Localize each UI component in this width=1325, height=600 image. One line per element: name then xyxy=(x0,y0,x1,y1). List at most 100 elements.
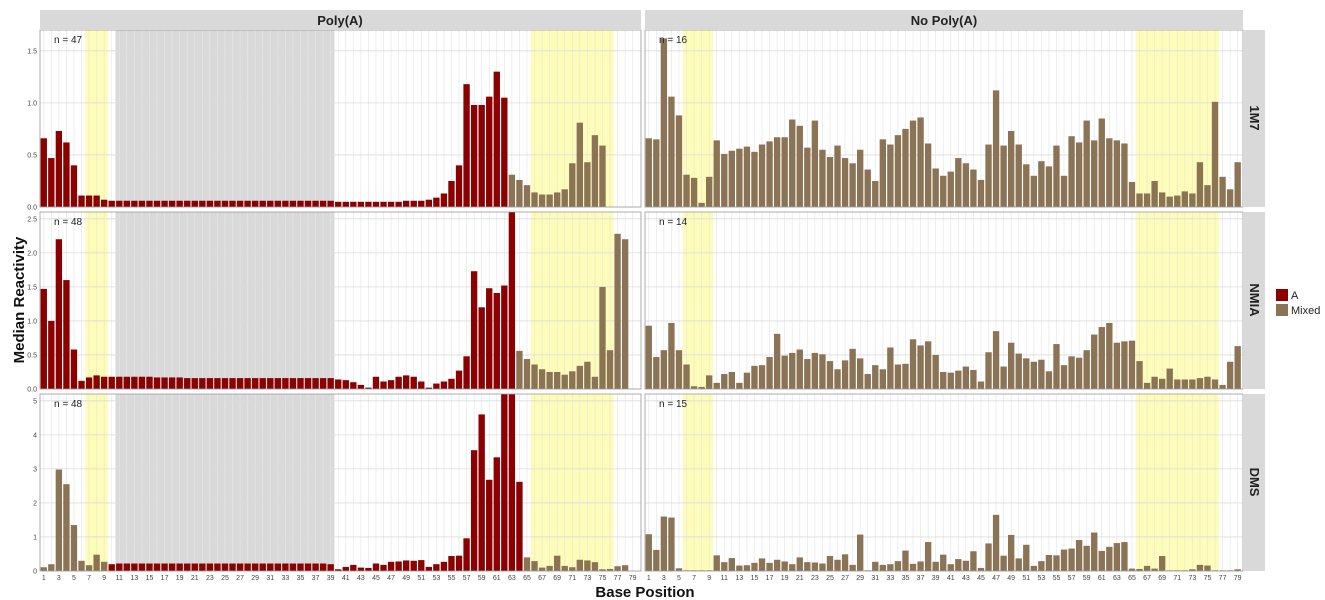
bar-pos-53 xyxy=(433,197,440,207)
bar-pos-71 xyxy=(569,163,576,207)
y-tick-label: 1.0 xyxy=(27,100,37,107)
bar-pos-14 xyxy=(138,200,146,207)
bar-pos-5 xyxy=(70,349,78,389)
bar-pos-38 xyxy=(924,341,932,389)
bar-pos-46 xyxy=(380,201,387,207)
y-axis-title: Median Reactivity xyxy=(11,236,28,363)
x-tick-label: 9 xyxy=(102,575,106,582)
bar-pos-37 xyxy=(917,117,924,207)
x-tick-label: 37 xyxy=(312,575,320,582)
bar-pos-13 xyxy=(736,148,743,207)
bar-pos-39 xyxy=(932,561,939,571)
bar-pos-7 xyxy=(690,386,698,389)
x-tick-label: 7 xyxy=(692,575,696,582)
x-tick-label: 13 xyxy=(130,575,138,582)
x-tick-label: 21 xyxy=(796,575,804,582)
bar-pos-9 xyxy=(706,176,713,207)
x-tick-label: 19 xyxy=(176,575,184,582)
bar-pos-34 xyxy=(289,200,297,207)
panel: n = 16 xyxy=(644,29,1244,208)
bar-pos-69 xyxy=(1159,192,1166,207)
bar-pos-35 xyxy=(902,363,909,389)
bar-pos-30 xyxy=(259,378,266,389)
bar-pos-37 xyxy=(312,200,319,207)
legend-swatch-mixed xyxy=(1276,304,1288,316)
bar-pos-8 xyxy=(93,375,100,389)
bar-pos-34 xyxy=(289,563,297,571)
x-tick-label: 75 xyxy=(1204,575,1212,582)
bar-pos-20 xyxy=(789,352,796,389)
x-tick-label: 77 xyxy=(614,575,622,582)
facet-strips: Poly(A) No Poly(A) 1M7 NMIA DMS xyxy=(40,10,1265,571)
bar-pos-51 xyxy=(1023,358,1030,389)
bar-pos-2 xyxy=(48,564,55,571)
bar-pos-35 xyxy=(297,200,304,207)
x-tick-label: 49 xyxy=(1007,575,1015,582)
bar-pos-18 xyxy=(168,563,176,571)
bar-pos-15 xyxy=(146,563,153,571)
bar-pos-4 xyxy=(63,484,70,571)
n-label: n = 15 xyxy=(659,399,688,410)
bar-pos-5 xyxy=(70,165,78,207)
bar-pos-74 xyxy=(591,562,599,571)
x-tick-label: 25 xyxy=(826,575,834,582)
bar-pos-74 xyxy=(1196,378,1204,389)
y-tick-label: 4 xyxy=(33,432,37,439)
bar-pos-25 xyxy=(221,200,229,207)
legend-label-a: A xyxy=(1291,290,1299,302)
bar-pos-58 xyxy=(470,104,478,207)
bar-pos-22 xyxy=(199,200,206,207)
bar-pos-8 xyxy=(698,386,705,389)
x-tick-label: 15 xyxy=(751,575,759,582)
bar-pos-23 xyxy=(811,120,819,207)
bar-pos-40 xyxy=(335,201,342,207)
bar-pos-19 xyxy=(176,200,183,207)
bar-pos-63 xyxy=(508,394,516,571)
bar-pos-19 xyxy=(781,137,788,207)
bar-pos-45 xyxy=(977,381,985,389)
bar-pos-57 xyxy=(1068,356,1075,389)
bar-pos-37 xyxy=(312,378,319,389)
bar-pos-41 xyxy=(947,372,954,389)
y-tick-label: 2.5 xyxy=(27,216,37,223)
bar-pos-31 xyxy=(267,378,274,389)
bar-pos-77 xyxy=(1219,384,1226,389)
bar-pos-10 xyxy=(713,140,720,207)
x-tick-label: 79 xyxy=(1234,575,1242,582)
bar-pos-21 xyxy=(796,349,803,389)
bar-pos-3 xyxy=(660,38,668,208)
x-tick-label: 1 xyxy=(647,575,651,582)
bar-pos-58 xyxy=(470,271,478,389)
bar-pos-67 xyxy=(1143,382,1151,389)
bar-pos-71 xyxy=(569,371,576,389)
bar-pos-19 xyxy=(176,377,183,389)
bar-pos-65 xyxy=(523,185,531,207)
x-tick-label: 75 xyxy=(599,575,607,582)
x-tick-label: 9 xyxy=(707,575,711,582)
bar-pos-19 xyxy=(176,563,183,571)
x-tick-label: 73 xyxy=(583,575,591,582)
bar-pos-39 xyxy=(327,378,334,389)
bar-pos-21 xyxy=(796,557,803,571)
x-tick-label: 25 xyxy=(221,575,229,582)
bar-pos-6 xyxy=(683,174,690,207)
bar-pos-20 xyxy=(184,200,191,207)
bar-pos-61 xyxy=(493,71,500,207)
bar-pos-64 xyxy=(516,179,523,207)
bar-pos-66 xyxy=(1136,568,1143,571)
bar-pos-27 xyxy=(841,158,849,207)
bar-pos-64 xyxy=(1121,341,1128,389)
x-tick-label: 57 xyxy=(1068,575,1076,582)
bar-pos-71 xyxy=(1174,195,1181,207)
bar-pos-11 xyxy=(721,153,728,207)
bar-pos-24 xyxy=(819,563,826,571)
bar-pos-40 xyxy=(335,379,342,389)
col-strip-nopolya: No Poly(A) xyxy=(911,13,977,28)
bar-pos-23 xyxy=(206,200,214,207)
bar-pos-70 xyxy=(1166,196,1173,207)
bar-pos-78 xyxy=(1226,189,1234,207)
bar-pos-44 xyxy=(970,169,977,207)
bar-pos-59 xyxy=(478,414,485,571)
bar-pos-49 xyxy=(403,375,410,389)
bar-pos-42 xyxy=(350,201,357,207)
